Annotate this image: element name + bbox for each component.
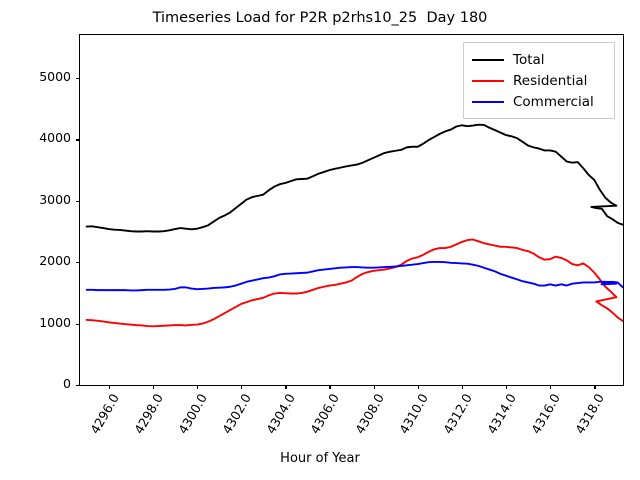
plot-lines — [85, 123, 623, 328]
y-tick-label: 1000 — [39, 314, 71, 330]
x-tick-mark — [417, 385, 420, 389]
legend-color-swatch — [472, 58, 504, 61]
x-tick-label: 4310.0 — [395, 391, 431, 437]
legend-label: Total — [513, 51, 545, 68]
legend-item-commercial: Commercial — [472, 91, 606, 112]
x-tick-mark — [594, 385, 596, 389]
y-tick-mark — [76, 323, 80, 325]
legend-color-swatch — [472, 79, 504, 82]
chart-legend: Total Residential Commercial — [463, 42, 615, 119]
legend-label: Commercial — [513, 93, 594, 110]
series-line-residential — [85, 238, 623, 328]
x-tick-label: 4300.0 — [175, 391, 210, 437]
x-tick-label: 4318.0 — [572, 391, 608, 437]
x-tick-label: 4302.0 — [219, 391, 255, 437]
x-tick-mark — [285, 385, 287, 389]
y-tick-mark — [76, 262, 80, 264]
x-tick-label: 4314.0 — [484, 391, 519, 437]
x-tick-label: 4306.0 — [307, 391, 343, 437]
x-tick-label: 4316.0 — [528, 391, 564, 437]
y-tick-label: 5000 — [39, 68, 71, 84]
y-tick-mark — [76, 139, 80, 141]
x-tick-label: 4312.0 — [439, 391, 475, 437]
x-axis-label: Hour of Year — [280, 451, 360, 466]
x-tick-mark — [506, 385, 508, 389]
legend-item-residential: Residential — [472, 70, 606, 91]
chart-title: Timeseries Load for P2R p2rhs10_25 Day 1… — [152, 10, 488, 26]
legend-label: Residential — [513, 72, 588, 89]
y-tick-mark — [76, 200, 80, 203]
x-tick-label: 4304.0 — [263, 391, 299, 437]
x-tick-label: 4298.0 — [130, 391, 166, 437]
x-tick-label: 4308.0 — [351, 391, 387, 437]
x-tick-mark — [373, 385, 375, 389]
x-tick-mark — [329, 385, 331, 389]
x-tick-label: 4296.0 — [86, 391, 122, 437]
y-tick-label: 0 — [63, 376, 71, 391]
y-tick-label: 2000 — [39, 253, 71, 269]
legend-color-swatch — [472, 100, 504, 103]
y-tick-label: 3000 — [39, 191, 71, 207]
x-tick-mark — [108, 385, 110, 389]
y-tick-mark — [76, 77, 80, 80]
series-line-total — [85, 123, 623, 233]
y-tick-mark — [76, 385, 80, 387]
x-tick-mark — [196, 385, 199, 389]
y-tick-label: 4000 — [39, 130, 71, 146]
x-tick-mark — [241, 385, 243, 389]
x-tick-mark — [152, 385, 155, 389]
x-tick-mark — [461, 385, 464, 389]
legend-item-total: Total — [472, 49, 606, 70]
series-line-commercial — [85, 260, 623, 292]
x-tick-mark — [550, 385, 552, 389]
